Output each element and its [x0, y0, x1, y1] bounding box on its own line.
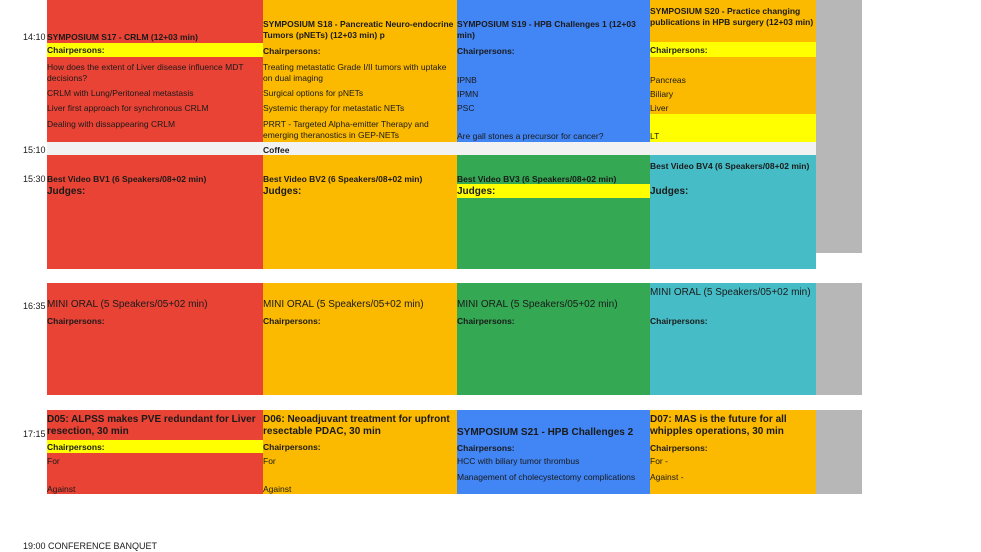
chairpersons-label: Chairpersons: [650, 316, 708, 326]
talk-item: Treating metastatic Grade I/II tumors wi… [263, 62, 447, 83]
session-bv4-block[interactable] [650, 155, 816, 269]
talk-item: Dealing with dissappearing CRLM [47, 119, 176, 129]
session-title: Best Video BV1 (6 Speakers/08+02 min) [47, 174, 207, 184]
talk-item: Biliary [650, 89, 674, 99]
talk-item: IPNB [457, 75, 477, 85]
talk-item: Liver [650, 103, 669, 113]
time-label: 19:00 [23, 541, 46, 551]
session-d07-block[interactable] [650, 410, 816, 494]
session-s18-block[interactable] [263, 0, 457, 142]
session-bv2-block[interactable] [263, 155, 457, 269]
chair-highlight-s17 [47, 43, 263, 57]
session-title: SYMPOSIUM S20 - Practice changing public… [650, 6, 814, 27]
lt-highlight-s20 [650, 114, 816, 142]
session-mini-oral-2-block[interactable] [263, 283, 457, 395]
gray-side-column-1 [816, 0, 862, 253]
session-bv1-block[interactable] [47, 155, 263, 269]
talk-item: Pancreas [650, 75, 686, 85]
judges-highlight-bv3 [457, 184, 650, 198]
judges-label: Judges: [457, 186, 496, 197]
time-label: 15:10 [23, 145, 46, 155]
judges-label: Judges: [263, 186, 302, 197]
session-title: Best Video BV3 (6 Speakers/08+02 min) [457, 174, 617, 184]
talk-item: IPMN [457, 89, 479, 99]
session-mini-oral-1-block[interactable] [47, 283, 263, 395]
chairpersons-label: Chairpersons: [650, 443, 708, 453]
chair-highlight-d05 [47, 440, 263, 453]
time-label: 15:30 [23, 174, 46, 184]
session-s17-block[interactable] [47, 0, 263, 142]
time-label: 16:35 [23, 301, 46, 311]
chairpersons-label: Chairpersons: [263, 316, 321, 326]
session-title: MINI ORAL (5 Speakers/05+02 min) [457, 299, 618, 310]
against-label: Against - [650, 472, 684, 482]
session-s19-block[interactable] [457, 0, 650, 142]
session-s21-block[interactable] [457, 410, 650, 494]
chair-highlight-s20 [650, 42, 816, 57]
talk-item: Are gall stones a precursor for cancer? [457, 131, 604, 141]
session-title: SYMPOSIUM S17 - CRLM (12+03 min) [47, 32, 198, 42]
for-label: For [263, 456, 276, 466]
talk-item: How does the extent of Liver disease inf… [47, 62, 244, 83]
chairpersons-label: Chairpersons: [650, 45, 708, 55]
judges-label: Judges: [650, 186, 689, 197]
session-title: MINI ORAL (5 Speakers/05+02 min) [650, 287, 811, 298]
for-label: For - [650, 456, 668, 466]
session-title: SYMPOSIUM S21 - HPB Challenges 2 [457, 427, 634, 438]
talk-item: Surgical options for pNETs [263, 88, 364, 98]
session-title: SYMPOSIUM S19 - HPB Challenges 1 (12+03 … [457, 19, 636, 40]
talk-item: Systemic therapy for metastatic NETs [263, 103, 405, 113]
coffee-label: Coffee [263, 145, 290, 155]
session-title: D07: MAS is the future for all whipples … [650, 414, 787, 437]
chairpersons-label: Chairpersons: [457, 443, 515, 453]
session-mini-oral-4-block[interactable] [650, 283, 816, 395]
talk-item: PSC [457, 103, 475, 113]
talk-item: HCC with biliary tumor thrombus [457, 456, 580, 466]
coffee-break-bar [47, 142, 816, 155]
chairpersons-label: Chairpersons: [47, 316, 105, 326]
banquet-label: CONFERENCE BANQUET [48, 541, 158, 551]
session-title: MINI ORAL (5 Speakers/05+02 min) [47, 299, 208, 310]
session-bv3-block[interactable] [457, 155, 650, 269]
time-label: 14:10 [23, 32, 46, 42]
chairpersons-label: Chairpersons: [457, 46, 515, 56]
talk-item: Liver first approach for synchronous CRL… [47, 103, 209, 113]
chairpersons-label: Chairpersons: [263, 46, 321, 56]
gray-side-column-2 [816, 283, 862, 395]
session-mini-oral-3-block[interactable] [457, 283, 650, 395]
chairpersons-label: Chairpersons: [263, 442, 321, 452]
for-label: For [47, 456, 60, 466]
session-title: Best Video BV2 (6 Speakers/08+02 min) [263, 174, 423, 184]
session-title: D06: Neoadjuvant treatment for upfront r… [263, 414, 450, 437]
session-title: Best Video BV4 (6 Speakers/08+02 min) [650, 161, 810, 171]
talk-item: LT [650, 131, 660, 141]
chairpersons-label: Chairpersons: [457, 316, 515, 326]
chairpersons-label: Chairpersons: [47, 442, 105, 452]
gray-side-column-3 [816, 410, 862, 494]
chairpersons-label: Chairpersons: [47, 45, 105, 55]
time-label: 17:15 [23, 429, 46, 439]
session-d06-block[interactable] [263, 410, 457, 494]
judges-label: Judges: [47, 186, 86, 197]
session-title: MINI ORAL (5 Speakers/05+02 min) [263, 299, 424, 310]
talk-item: Management of cholecystectomy complicati… [457, 472, 636, 482]
session-title: SYMPOSIUM S18 - Pancreatic Neuro-endocri… [263, 19, 454, 40]
talk-item: CRLM with Lung/Peritoneal metastasis [47, 88, 194, 98]
talk-item: PRRT - Targeted Alpha-emitter Therapy an… [263, 119, 429, 140]
session-title: D05: ALPSS makes PVE redundant for Liver… [47, 414, 256, 437]
against-label: Against [263, 484, 292, 494]
against-label: Against [47, 484, 76, 494]
